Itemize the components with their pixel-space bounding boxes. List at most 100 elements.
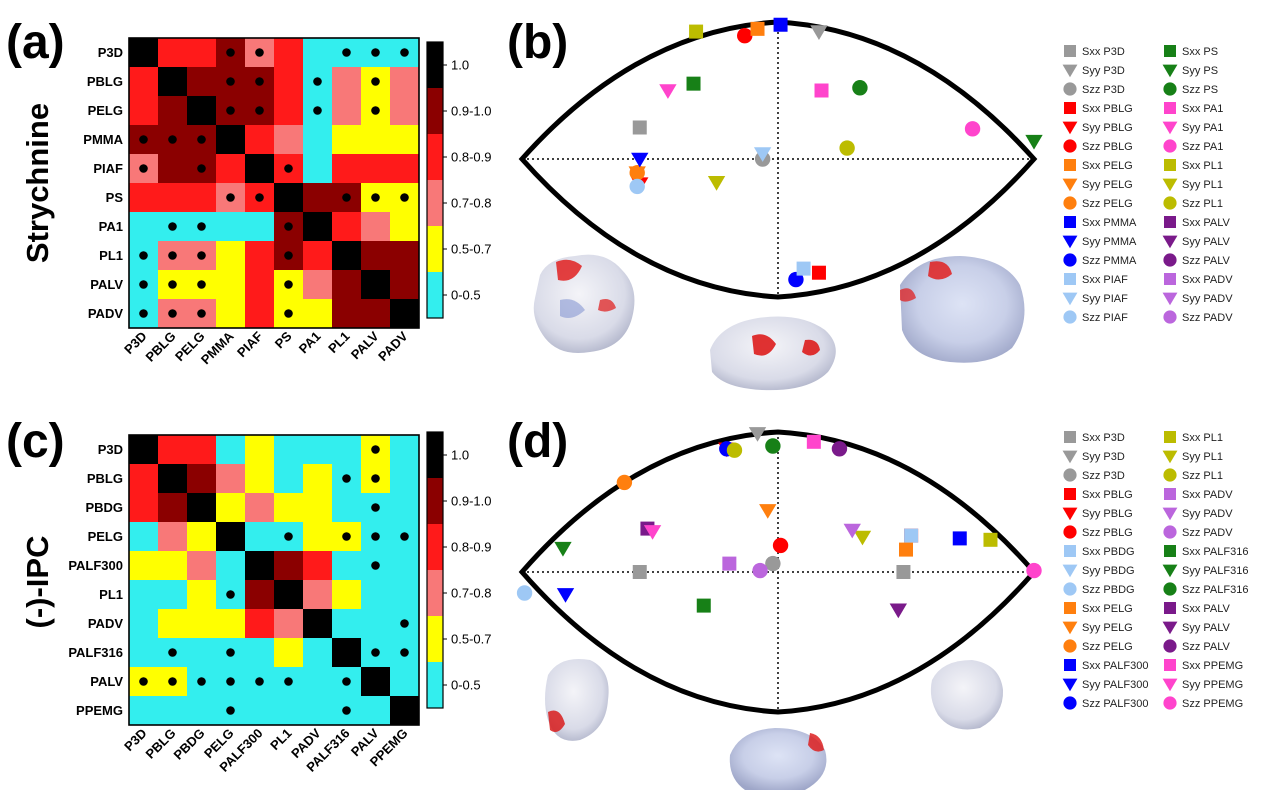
heatmap-cell [390,580,420,610]
significance-dot [255,193,264,202]
column-tick-label: PMMA [198,328,237,367]
legend-marker [831,441,848,457]
heatmap-cell [361,667,391,697]
significance-dot [226,590,235,599]
heatmap-cell [245,464,275,494]
legend-label: Syy PA1 [1182,122,1223,134]
colorbar-label: 0.5-0.7 [451,242,491,257]
legend-label: Syy PADV [1182,293,1233,305]
legend-marker [853,530,872,546]
legend-marker [904,528,919,543]
legend-marker [1162,292,1178,306]
colorbar-label: 0.7-0.8 [451,196,491,211]
heatmap-cell [129,96,159,126]
panel-b-group: (b) Sxx P3D Syy P3D Szz P3D Sxx PBLG Syy PBL… [507,16,1233,391]
colorbar-label: 0.9-1.0 [451,104,491,119]
legend-marker [629,178,645,195]
heatmap-cell [390,270,420,300]
panel-label-d: (d) [507,415,568,468]
heatmap-cell [303,696,333,726]
molecule-surface [533,254,635,354]
significance-dot [400,619,409,628]
colorbar-segment [427,226,443,272]
legend-marker [1025,134,1043,150]
heatmap-cell [332,551,362,581]
legend-marker [1163,582,1177,596]
colorbar-segment [427,180,443,226]
heatmap-cell [187,38,217,68]
heatmap-cell [158,435,188,465]
heatmap-cell [129,212,159,242]
legend-marker [1162,121,1178,135]
heatmap-cell [187,493,217,523]
legend-label: Syy PIAF [1082,293,1128,305]
colorbar-label: 1.0 [451,448,469,463]
legend-marker [1163,696,1177,710]
legend-marker [696,598,711,613]
molecule-surface [729,728,827,790]
legend-label: Sxx P3D [1082,46,1125,58]
legend-label: Szz PELG [1082,641,1133,653]
legend-label: Sxx PALV [1182,603,1231,615]
heatmap-cell [361,125,391,155]
legend-marker [1163,639,1177,653]
heatmap-cell [390,464,420,494]
heatmap-cell [129,493,159,523]
significance-dot [400,193,409,202]
heatmap-cell [129,464,159,494]
legend-marker [1062,235,1078,249]
heatmap-cell [129,522,159,552]
legend-marker [772,537,789,554]
heatmap-cell [129,551,159,581]
surface-red-patch [556,259,582,281]
legend-marker [1064,659,1076,671]
heatmap-cell [274,551,304,581]
legend-marker [659,84,677,99]
legend-label: Sxx PA1 [1182,103,1223,115]
legend-label: Szz P3D [1082,470,1125,482]
heatmap-cell [303,38,333,68]
legend-label: Syy PPEMG [1182,679,1243,691]
legend-label: Szz PBLG [1082,141,1133,153]
row-tick-label: PIAF [93,161,123,176]
legend-marker [1164,102,1176,114]
colorbar-frame [426,41,444,319]
legend-label: Sxx PBDG [1082,546,1135,558]
significance-dot [197,222,206,231]
colorbar-segment [427,134,443,180]
heatmap-cell [390,435,420,465]
legend-marker [554,541,572,557]
significance-dot [168,251,177,260]
row-tick-label: P3D [98,45,123,60]
legend-label: Szz PBLG [1082,527,1133,539]
legend-label: Sxx PADV [1182,489,1233,501]
heatmap-cell [274,609,304,639]
heatmap-cell [187,464,217,494]
legend-marker [1063,196,1077,210]
panel-label-c: (c) [6,415,65,468]
legend-marker [556,588,575,603]
surface-red-patch [752,334,776,356]
legend-marker [765,555,781,572]
lens-plot-b [518,17,1043,300]
significance-dot [400,532,409,541]
legend-label: Sxx PL1 [1182,432,1223,444]
heatmap-cell [216,435,246,465]
ylabel-strychnine: Strychnine [20,103,55,263]
legend-marker [1062,178,1078,192]
heatmap-cell [390,299,420,329]
molecule-surface [900,256,1025,363]
legend-marker [737,28,753,44]
lens-plot-d [516,427,1042,715]
heatmap-cell [390,125,420,155]
heatmap-cell [129,435,159,465]
significance-dot [139,280,148,289]
legend-marker [765,438,781,454]
heatmap-cell [187,696,217,726]
colorbar-c: 1.0 0.9-1.0 0.8-0.9 0.7-0.8 0.5-0.7 0-0.5 [426,431,491,709]
significance-dot [168,222,177,231]
heatmap-cell [187,609,217,639]
heatmap-cell [216,212,246,242]
heatmap-cell [390,493,420,523]
legend-marker [1062,564,1078,578]
